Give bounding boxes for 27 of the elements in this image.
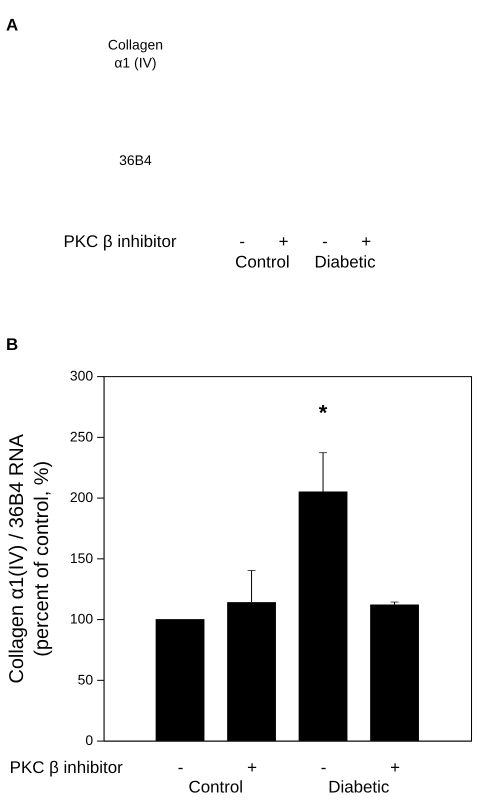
x-tick-label: +: [247, 758, 258, 777]
x-tick-label: -: [178, 758, 184, 777]
y-tick-label: 250: [70, 428, 94, 444]
chart-title: B: [6, 335, 18, 354]
text: PKC β inhibitor: [63, 232, 177, 252]
data-label: *: [318, 400, 328, 425]
text: A: [6, 16, 18, 35]
y-tick-label: 50: [78, 671, 94, 688]
y-tick-label: 150: [70, 550, 94, 566]
x-tick-label: -: [320, 758, 326, 777]
category-label: -: [322, 232, 328, 252]
y-axis-title: Collagen α1(IV) / 36B4 RNA (percent of control, %): [6, 433, 53, 684]
category-label: +: [361, 232, 372, 252]
category-label: 36B4: [119, 152, 152, 168]
category-label: +: [278, 232, 289, 252]
y-tick-label: 100: [70, 610, 94, 627]
x-tick-label: +: [390, 758, 400, 777]
y-tick-label: 0: [85, 732, 94, 748]
text: Diabetic: [314, 252, 376, 272]
text: Control: [188, 777, 244, 796]
text: Diabetic: [328, 777, 390, 796]
category-label: Collagen α1 (IV): [108, 36, 163, 70]
category-label: -: [239, 232, 246, 252]
y-tick-label: 200: [70, 489, 94, 506]
y-tick-label: 300: [70, 368, 94, 384]
text: Control: [235, 252, 290, 272]
x-axis-title: PKC β inhibitor: [10, 758, 124, 777]
